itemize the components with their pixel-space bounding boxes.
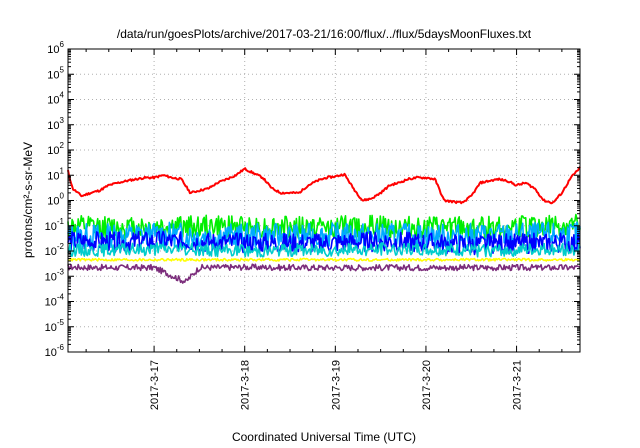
y-tick-exponent: -6 <box>57 343 65 352</box>
y-tick-exponent: 2 <box>60 141 65 150</box>
y-tick-base: 10 <box>47 95 59 107</box>
y-tick-label: 106 <box>47 40 64 56</box>
y-tick-exponent: 4 <box>60 91 65 100</box>
y-tick-base: 10 <box>45 322 57 334</box>
y-tick-base: 10 <box>47 69 59 81</box>
y-tick-label: 10-5 <box>45 318 65 334</box>
x-tick-label: 2017-3-20 <box>421 360 433 410</box>
y-tick-base: 10 <box>47 120 59 132</box>
y-tick-label: 100 <box>47 192 64 208</box>
y-tick-label: 10-1 <box>45 217 65 233</box>
y-tick-base: 10 <box>47 170 59 182</box>
y-tick-label: 102 <box>47 141 64 157</box>
y-tick-exponent: 0 <box>60 192 65 201</box>
x-axis-ticks: 2017-3-17 2017-3-18 2017-3-19 2017-3-20 2017… <box>85 49 563 410</box>
y-tick-base: 10 <box>45 297 57 309</box>
series-line-7 <box>67 263 581 284</box>
y-tick-exponent: -5 <box>57 318 65 327</box>
y-tick-base: 10 <box>47 196 59 208</box>
series-line-5 <box>67 242 581 258</box>
y-tick-base: 10 <box>45 271 57 283</box>
y-tick-label: 105 <box>47 65 64 81</box>
chart-title: /data/run/goesPlots/archive/2017-03-21/1… <box>117 27 532 41</box>
x-tick-label: 2017-3-19 <box>330 360 342 410</box>
y-tick-exponent: -4 <box>57 293 65 302</box>
series-line-1 <box>67 166 581 205</box>
y-tick-base: 10 <box>45 221 57 233</box>
y-tick-exponent: 3 <box>60 116 65 125</box>
x-tick-label: 2017-3-17 <box>149 360 161 410</box>
x-tick-label: 2017-3-21 <box>512 360 524 410</box>
y-tick-exponent: -1 <box>57 217 65 226</box>
grid-lines <box>68 49 580 352</box>
y-tick-exponent: 1 <box>60 166 65 175</box>
y-tick-label: 101 <box>47 166 64 182</box>
y-tick-label: 10-4 <box>45 293 65 309</box>
x-axis-label: Coordinated Universal Time (UTC) <box>232 430 416 444</box>
series-line-4 <box>67 230 581 256</box>
y-axis-ticks: 10-610-510-410-310-210-11001011021031041… <box>45 40 580 359</box>
x-tick-label: 2017-3-18 <box>240 360 252 410</box>
y-axis-label: protons/cm²-s-sr-MeV <box>21 142 35 258</box>
y-tick-label: 103 <box>47 116 64 132</box>
y-tick-exponent: -2 <box>57 242 65 251</box>
y-tick-label: 10-6 <box>45 343 65 359</box>
y-tick-base: 10 <box>47 145 59 157</box>
y-tick-label: 104 <box>47 91 64 107</box>
y-tick-base: 10 <box>47 44 59 56</box>
y-tick-base: 10 <box>45 246 57 258</box>
series-layer <box>67 166 581 284</box>
y-tick-label: 10-3 <box>45 267 65 283</box>
y-tick-label: 10-2 <box>45 242 65 258</box>
y-tick-exponent: 6 <box>60 40 65 49</box>
y-tick-exponent: 5 <box>60 65 65 74</box>
y-tick-base: 10 <box>45 347 57 359</box>
y-tick-exponent: -3 <box>57 267 65 276</box>
series-line-6 <box>67 257 581 262</box>
